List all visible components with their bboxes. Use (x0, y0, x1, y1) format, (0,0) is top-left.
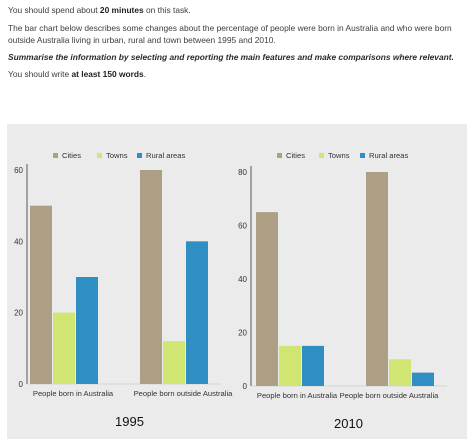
word-count: at least 150 words (71, 69, 144, 79)
bar-rural (76, 277, 98, 384)
bar-towns (279, 345, 301, 386)
y-tick-label: 60 (238, 222, 247, 231)
bar-cities (366, 172, 388, 386)
legend-label-cities: Cities (286, 151, 305, 160)
legend-label-rural: Rural areas (146, 151, 185, 160)
task-prompt: You should spend about 20 minutes on thi… (8, 4, 470, 80)
chart-panel: 0 20 40 60 People born in Australia People bo… (7, 124, 467, 439)
bar-towns (163, 341, 185, 384)
y-tick-label: 20 (14, 309, 23, 318)
chart-title-2010: 2010 (334, 416, 363, 431)
bar-cities (140, 170, 162, 384)
word-count-instruction: You should write at least 150 words. (8, 69, 146, 79)
legend-swatch-rural (360, 153, 365, 158)
y-tick-label: 40 (14, 237, 23, 246)
y-tick-label: 0 (243, 382, 248, 391)
chart-title-1995: 1995 (115, 414, 144, 429)
y-tick-label: 40 (238, 275, 247, 284)
legend-label-towns: Towns (328, 151, 350, 160)
x-category-label: People born in Australia (33, 389, 114, 398)
legend-swatch-rural (137, 153, 142, 158)
x-category-label: People born outside Australia (340, 391, 440, 400)
time-instruction: You should spend about 20 minutes on thi… (8, 5, 191, 15)
legend-label-rural: Rural areas (369, 151, 408, 160)
legend-swatch-towns (97, 153, 102, 158)
bar-towns (53, 312, 75, 384)
legend-label-towns: Towns (106, 151, 128, 160)
bar-rural (302, 345, 324, 386)
y-tick-label: 60 (14, 166, 23, 175)
y-tick-label: 80 (238, 168, 247, 177)
bar-rural (412, 372, 434, 386)
bar-rural (186, 241, 208, 384)
legend-swatch-cities (277, 153, 282, 158)
time-limit: 20 minutes (99, 5, 144, 15)
bar-cities (256, 212, 278, 386)
task-instruction: Summarise the information by selecting a… (8, 52, 454, 62)
legend-swatch-cities (53, 153, 58, 158)
legend-label-cities: Cities (62, 151, 81, 160)
task-description: The bar chart below describes some chang… (8, 23, 452, 45)
x-category-label: People born in Australia (257, 391, 338, 400)
x-category-label: People born outside Australia (134, 389, 234, 398)
y-tick-label: 20 (238, 329, 247, 338)
bar-towns (389, 359, 411, 386)
y-tick-label: 0 (19, 380, 24, 389)
bar-cities (30, 205, 52, 384)
legend-swatch-towns (319, 153, 324, 158)
